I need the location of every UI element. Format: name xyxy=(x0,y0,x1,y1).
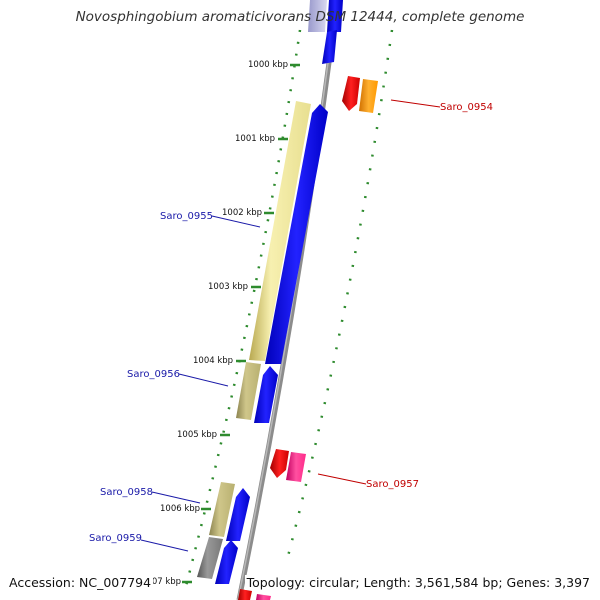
top-partial-cds xyxy=(327,0,343,32)
cds-saro-0958[interactable] xyxy=(226,488,250,541)
cds-saro-0955[interactable] xyxy=(265,104,328,364)
top-partial-block xyxy=(308,0,327,32)
genome-backbone-highlight xyxy=(237,0,337,600)
tick-label-1001: 1001 kbp xyxy=(235,134,275,144)
cds-saro-0959[interactable] xyxy=(215,540,238,584)
gene-label-saro-0959[interactable]: Saro_0959 xyxy=(89,533,142,544)
tick-label-1002: 1002 kbp xyxy=(222,208,262,218)
cds-forward-0 xyxy=(322,30,337,64)
block-saro-0958[interactable] xyxy=(209,482,235,537)
gene-bottom-partial-pink xyxy=(256,594,271,600)
block-saro-0956[interactable] xyxy=(236,362,261,420)
gene-label-saro-0954[interactable]: Saro_0954 xyxy=(440,102,493,113)
tick-label-1004: 1004 kbp xyxy=(193,356,233,366)
tick-label-1007: 1007 kbp xyxy=(141,577,181,587)
gene-label-saro-0956[interactable]: Saro_0956 xyxy=(127,369,180,380)
block-saro-0959[interactable] xyxy=(197,537,223,579)
genome-backbone xyxy=(236,0,340,600)
tick-label-1005: 1005 kbp xyxy=(177,430,217,440)
gene-label-saro-0957[interactable]: Saro_0957 xyxy=(366,479,419,490)
gene-label-saro-0955[interactable]: Saro_0955 xyxy=(160,211,213,222)
gene-saro-0954-red[interactable] xyxy=(342,76,360,111)
cds-saro-0956[interactable] xyxy=(254,366,278,423)
tick-label-1006: 1006 kbp xyxy=(160,504,200,514)
tick-label-1003: 1003 kbp xyxy=(208,282,248,292)
tick-label-1000: 1000 kbp xyxy=(248,60,288,70)
gene-saro-0957-pink[interactable] xyxy=(286,452,306,482)
genome-title: Novosphingobium aromaticivorans DSM 1244… xyxy=(75,9,525,25)
block-saro-0955[interactable] xyxy=(249,101,311,361)
kbp-ticks xyxy=(182,63,300,584)
gene-label-saro-0958[interactable]: Saro_0958 xyxy=(100,487,153,498)
gene-bottom-partial-red xyxy=(238,589,252,600)
topology-summary: Topology: circular; Length: 3,561,584 bp… xyxy=(244,575,590,590)
outer-tick-ladder xyxy=(285,29,394,561)
accession-text: Accession: NC_007794 xyxy=(9,575,154,590)
gene-saro-0957-red[interactable] xyxy=(270,449,289,478)
gene-saro-0954-orange[interactable] xyxy=(359,79,378,113)
callout-lines xyxy=(140,99,441,552)
